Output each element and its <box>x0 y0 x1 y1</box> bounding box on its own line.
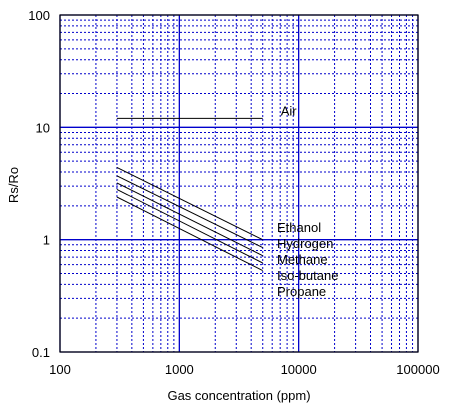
series-labels: Air EthanolHydrogenMethaneIso-butanePropa… <box>277 103 338 299</box>
series-label-iso-butane: Iso-butane <box>277 268 338 283</box>
series-label-air: Air <box>281 103 298 118</box>
x-tick-label: 100000 <box>396 362 439 377</box>
series-line-iso-butane <box>116 188 263 264</box>
series-label-ethanol: Ethanol <box>277 220 321 235</box>
x-tick-label: 1000 <box>165 362 194 377</box>
series-label-propane: Propane <box>277 284 326 299</box>
series-label-methane: Methane <box>277 252 328 267</box>
x-axis-label: Gas concentration (ppm) <box>167 388 310 403</box>
y-tick-label: 0.1 <box>32 345 50 360</box>
x-axis-ticks: 100 1000 10000 100000 <box>49 362 440 377</box>
series-line-ethanol <box>116 166 263 241</box>
y-tick-label: 10 <box>36 120 50 135</box>
series-line-methane <box>116 182 263 257</box>
plot-frame <box>59 14 419 353</box>
x-tick-label: 10000 <box>281 362 317 377</box>
series-line-propane <box>116 196 263 272</box>
x-tick-label: 100 <box>49 362 71 377</box>
y-axis-ticks: 0.1 1 10 100 <box>28 8 50 360</box>
series-line-hydrogen <box>116 175 263 249</box>
y-axis-label: Rs/Ro <box>6 167 21 203</box>
y-tick-label: 1 <box>43 233 50 248</box>
y-tick-label: 100 <box>28 8 50 23</box>
minor-grid <box>60 15 418 352</box>
series-lines <box>116 117 263 272</box>
series-label-hydrogen: Hydrogen <box>277 236 333 251</box>
major-grid <box>59 14 419 353</box>
